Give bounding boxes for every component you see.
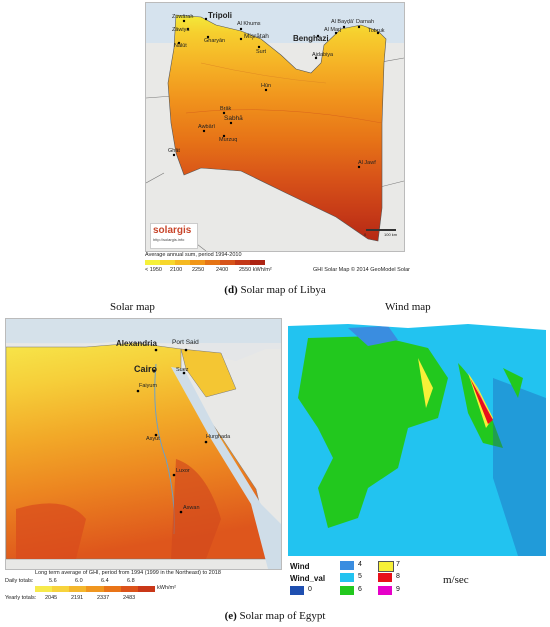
libya-legend-tick: < 1950 (145, 267, 162, 273)
city-label: Hurghada (206, 434, 231, 440)
wind-swatch (378, 561, 394, 572)
egypt-solar-map: Alexandria Port Said Cairo Suez Faiyum H… (5, 318, 282, 570)
city-label: Murzuq (219, 137, 238, 143)
wind-swatch (378, 586, 392, 595)
caption-egypt-text: Solar map of Egypt (239, 610, 326, 622)
city-label: Tripoli (208, 11, 232, 20)
wind-swatch (378, 573, 392, 582)
city-label: Faiyum (139, 383, 158, 389)
egypt-legend-bar (35, 586, 155, 592)
city-label: Hūn (261, 83, 272, 89)
wind-class-label: 5 (358, 573, 362, 580)
city-label: Al Khums (237, 21, 261, 27)
city-label: Port Said (172, 339, 199, 346)
city-label: Awbārī (198, 124, 216, 130)
libya-legend: Average annual sum, period 1994-2010 < 1… (145, 252, 410, 278)
city-label: Benghazi (293, 34, 329, 43)
city-label: Alexandria (116, 339, 157, 348)
wind-class-label: 7 (396, 561, 400, 568)
city-label: Gharyān (204, 38, 226, 44)
libya-credit: GHI Solar Map © 2014 GeoModel Solar (313, 267, 410, 273)
yearly-tick: 2191 (71, 595, 84, 601)
daily-tick: 6.4 (101, 578, 109, 584)
solargis-url: http://solargis.info (153, 237, 185, 242)
daily-tick: 6.0 (75, 578, 83, 584)
wind-swatch (340, 586, 354, 595)
city-label: Al Marj (324, 27, 342, 33)
solargis-logo: solargis http://solargis.info (150, 223, 198, 249)
wind-val-title: Wind_val (290, 574, 326, 583)
city-label: Sabhā (224, 115, 243, 122)
wind-class-label: 0 (308, 586, 312, 593)
wind-swatch (340, 561, 354, 570)
daily-tick: 6.8 (127, 578, 135, 584)
scale-zero: 0 (364, 232, 367, 237)
city-label: Suez (176, 367, 189, 373)
city-label: Al Bayḑā' (331, 19, 355, 25)
city-label: Nālūt (174, 43, 187, 49)
libya-legend-title: Average annual sum, period 1994-2010 (145, 252, 242, 258)
city-label: Zuwārah (172, 14, 194, 20)
libya-legend-tick: 2550 kWh/m² (239, 267, 272, 273)
scale-bar (366, 229, 396, 231)
egypt-wind-graphic (288, 318, 546, 556)
city-label: Mişrātah (244, 33, 269, 40)
libya-legend-bar (145, 260, 265, 265)
wind-legend-title: Wind (290, 562, 310, 571)
yearly-tick: 2483 (123, 595, 136, 601)
city-label: Luxor (176, 468, 190, 474)
egypt-solar-graphic (6, 319, 281, 569)
city-label: Al Jawf (358, 160, 376, 166)
wind-class-label: 6 (358, 586, 362, 593)
heading-wind-map: Wind map (385, 301, 431, 313)
libya-legend-tick: 2100 (170, 267, 183, 273)
libya-solar-map: Tripoli Zuwārah Al Khums Zāwiya Gharyān … (145, 2, 405, 252)
city-label: Darnah (356, 19, 375, 25)
yearly-totals-label: Yearly totals: (5, 595, 37, 601)
city-label: Ajdabiya (312, 52, 334, 58)
caption-egypt-label: (e) (224, 610, 237, 622)
city-label: Surt (256, 49, 267, 55)
city-label: Brāk (220, 106, 232, 112)
wind-swatch (340, 573, 354, 582)
city-label: Cairo (134, 364, 158, 374)
wind-swatch (290, 586, 304, 595)
legend-unit: kWh/m² (157, 585, 176, 591)
wind-legend: Wind Wind_val 4 7 5 8 0 6 9 m/sec (288, 558, 546, 600)
libya-legend-tick: 2400 (216, 267, 229, 273)
heading-solar-map: Solar map (110, 301, 155, 313)
daily-tick: 5.6 (49, 578, 57, 584)
egypt-wind-map (288, 318, 546, 556)
libya-map-graphic (146, 3, 404, 251)
yearly-tick: 2337 (97, 595, 110, 601)
city-label: Zāwiya (172, 27, 190, 33)
egypt-legend-note: Long term average of GHI, period from 19… (35, 570, 221, 576)
caption-libya: (d) Solar map of Libya (0, 284, 550, 296)
city-label: Ghāt (168, 148, 180, 154)
egypt-solar-legend: Long term average of GHI, period from 19… (5, 570, 280, 606)
daily-totals-label: Daily totals: (5, 578, 34, 584)
wind-class-label: 9 (396, 586, 400, 593)
caption-libya-label: (d) (224, 284, 238, 296)
wind-class-label: 4 (358, 561, 362, 568)
caption-egypt: (e) Solar map of Egypt (0, 610, 550, 622)
libya-legend-tick: 2250 (192, 267, 205, 273)
wind-class-label: 8 (396, 573, 400, 580)
wind-unit: m/sec (443, 574, 469, 586)
yearly-tick: 2045 (45, 595, 58, 601)
caption-libya-text: Solar map of Libya (240, 284, 326, 296)
city-label: Tobruk (368, 28, 385, 34)
city-label: Asyut (146, 436, 160, 442)
scale-label: 100 km (384, 232, 398, 237)
solargis-brand: solargis (153, 225, 192, 236)
city-label: Aswan (183, 505, 200, 511)
